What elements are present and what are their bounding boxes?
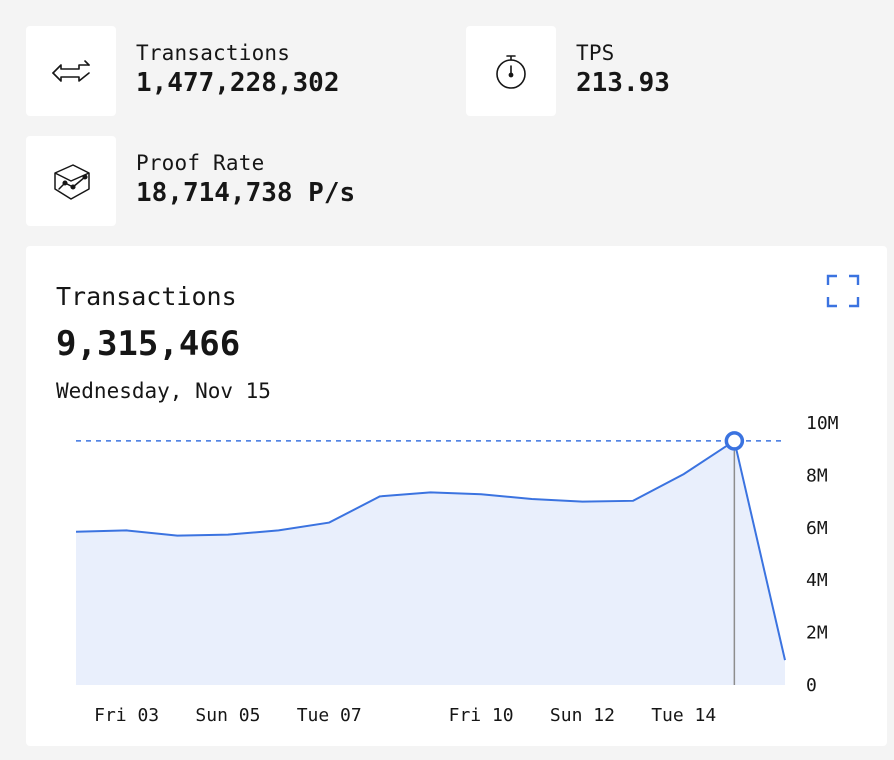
tps-icon-tile (466, 26, 556, 116)
stat-value: 1,477,228,302 (136, 68, 340, 98)
x-tick-label: Sun 12 (550, 705, 615, 726)
y-tick-label: 4M (806, 570, 828, 591)
stat-label: Proof Rate (136, 151, 265, 175)
stat-tps: TPS 213.93 (576, 40, 670, 100)
cube-chart-icon (54, 164, 90, 200)
arrows-exchange-icon (52, 60, 90, 82)
y-tick-label: 2M (806, 623, 828, 644)
transactions-area-chart: 10M 8M 6M 4M 2M 0 Fri 03 Sun 05 Tue 07 Fri 10 Sun … (75, 413, 839, 726)
stat-value: 18,714,738 P/s (136, 178, 356, 208)
stat-value: 213.93 (576, 68, 670, 98)
stat-proof-rate: Proof Rate 18,714,738 P/s (136, 150, 355, 210)
x-tick-label: Fri 10 (449, 705, 514, 726)
y-tick-label: 0 (806, 675, 817, 696)
proof-rate-icon-tile (26, 136, 116, 226)
transactions-icon-tile (26, 26, 116, 116)
expand-icon[interactable] (826, 274, 860, 308)
chart-highlight-value: 9,315,466 (56, 324, 241, 364)
y-tick-label: 10M (806, 413, 839, 434)
chart-title: Transactions (56, 282, 237, 311)
transactions-chart-card: Transactions 9,315,466 Wednesday, Nov 15… (26, 246, 887, 746)
y-tick-label: 8M (806, 465, 828, 486)
stopwatch-icon (496, 55, 526, 89)
x-tick-label: Tue 07 (297, 705, 362, 726)
chart-highlight-date: Wednesday, Nov 15 (56, 379, 271, 403)
y-tick-label: 6M (806, 518, 828, 539)
stat-label: TPS (576, 41, 615, 65)
x-tick-label: Sun 05 (195, 705, 260, 726)
series-line (75, 439, 786, 661)
stat-label: Transactions (136, 41, 291, 65)
highlight-point (724, 431, 745, 451)
stat-transactions: Transactions 1,477,228,302 (136, 40, 340, 100)
x-tick-label: Tue 14 (651, 705, 716, 726)
x-tick-label: Fri 03 (94, 705, 159, 726)
